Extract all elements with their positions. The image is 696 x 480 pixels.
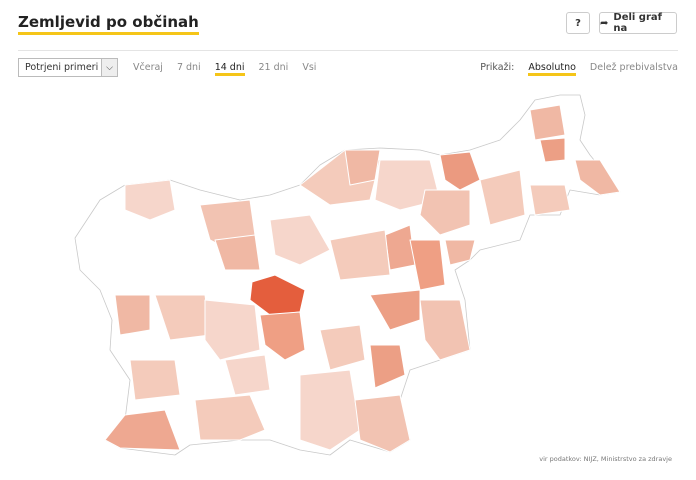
period-tab[interactable]: Vsi (302, 62, 317, 73)
municipality (259, 311, 306, 361)
source-note: vir podatkov: NIJZ, Ministrstvo za zdrav… (539, 455, 672, 463)
municipality (104, 409, 181, 451)
municipality (419, 189, 471, 236)
share-icon: ➦ (600, 17, 609, 29)
share-button[interactable]: ➦ Deli graf na (599, 12, 677, 34)
period-tab[interactable]: 7 dni (176, 62, 201, 73)
title: Zemljevid po občinah (18, 13, 199, 35)
municipality (129, 359, 181, 401)
mode-tabs: Prikaži: Absolutno Delež prebivalstva (480, 62, 678, 76)
municipality (269, 214, 331, 266)
municipality (354, 394, 411, 453)
show-label: Prikaži: (480, 62, 515, 73)
period-tabs: Včeraj 7 dni 14 dni 21 dni Vsi (133, 62, 316, 76)
period-tab[interactable]: 14 dni (214, 62, 245, 76)
municipality (409, 239, 446, 291)
municipality (224, 354, 271, 396)
municipality (194, 394, 266, 441)
separator (18, 50, 678, 51)
municipality (539, 137, 566, 163)
municipality (444, 239, 476, 266)
municipality (124, 179, 176, 221)
municipality (214, 234, 261, 271)
share-label: Deli graf na (613, 12, 662, 34)
municipality (329, 229, 391, 281)
period-tab[interactable]: Včeraj (133, 62, 163, 73)
dropdown-arrow[interactable]: ⌵ (101, 58, 118, 77)
municipality (419, 299, 471, 361)
mode-tab[interactable]: Delež prebivalstva (589, 62, 678, 73)
mode-tab[interactable]: Absolutno (528, 62, 576, 76)
municipality (319, 324, 366, 371)
help-button[interactable]: ? (566, 12, 590, 34)
municipality (529, 104, 566, 141)
municipality (529, 184, 571, 216)
municipality (299, 369, 361, 451)
municipality (369, 344, 406, 389)
municipality (574, 159, 621, 196)
municipality (204, 299, 261, 361)
municipality (114, 294, 151, 336)
municipality (439, 151, 481, 191)
municipality (479, 169, 526, 226)
period-tab[interactable]: 21 dni (258, 62, 289, 73)
municipality (369, 289, 421, 331)
municipality (344, 149, 381, 186)
